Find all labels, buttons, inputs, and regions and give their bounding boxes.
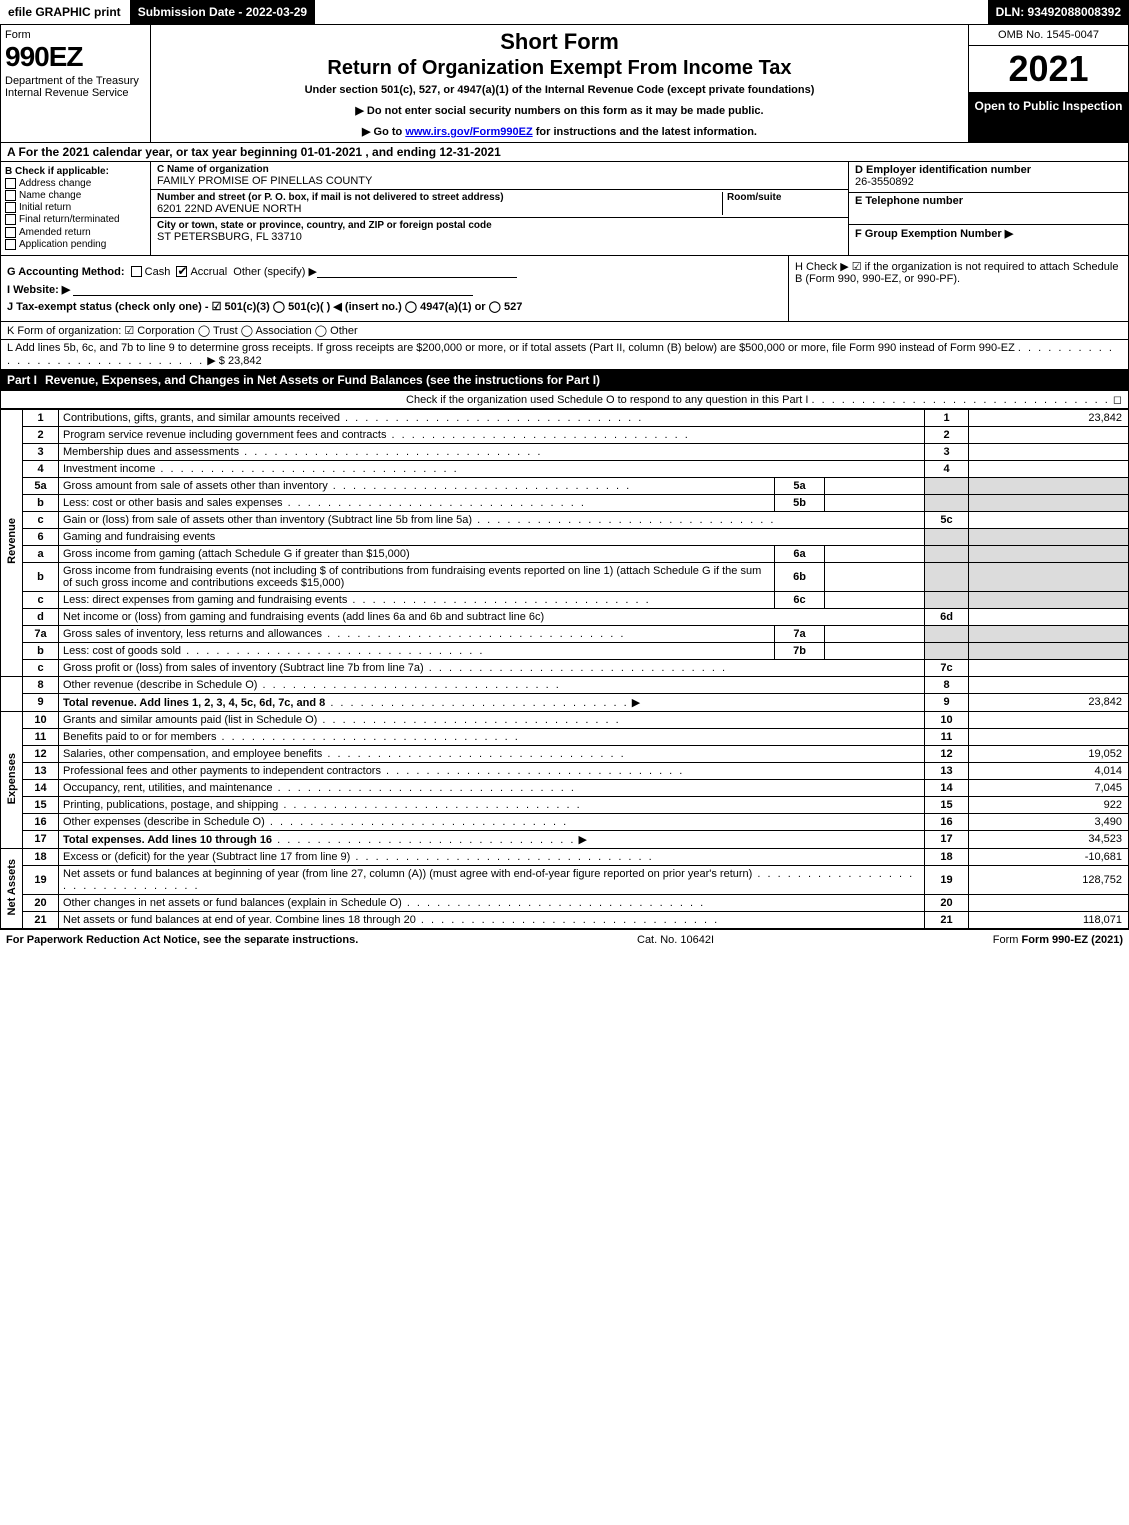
efile-label: efile GRAPHIC print — [0, 0, 130, 24]
chk-cash[interactable] — [131, 266, 142, 277]
irs-link[interactable]: www.irs.gov/Form990EZ — [405, 126, 532, 138]
form-header: Form 990EZ Department of the Treasury In… — [0, 24, 1129, 143]
ln-val: 23,842 — [969, 409, 1129, 426]
l-text: L Add lines 5b, 6c, and 7b to line 9 to … — [7, 342, 1015, 354]
omb-number: OMB No. 1545-0047 — [969, 25, 1128, 46]
part1-header: Part I Revenue, Expenses, and Changes in… — [0, 370, 1129, 391]
main-table: Revenue 1 Contributions, gifts, grants, … — [0, 409, 1129, 929]
submission-date: Submission Date - 2022-03-29 — [130, 0, 316, 24]
section-def: D Employer identification number 26-3550… — [848, 162, 1128, 255]
form-title: Return of Organization Exempt From Incom… — [157, 57, 962, 80]
chk-application-pending[interactable]: Application pending — [5, 239, 146, 250]
chk-name-change[interactable]: Name change — [5, 190, 146, 201]
org-name-row: C Name of organization FAMILY PROMISE OF… — [151, 162, 848, 190]
note-ssn: ▶ Do not enter social security numbers o… — [157, 104, 962, 117]
chk-amended-return[interactable]: Amended return — [5, 227, 146, 238]
header-left: Form 990EZ Department of the Treasury In… — [1, 25, 151, 142]
header-right: OMB No. 1545-0047 2021 Open to Public In… — [968, 25, 1128, 142]
l-value: 23,842 — [228, 355, 262, 367]
chk-address-change[interactable]: Address change — [5, 178, 146, 189]
side-netassets: Net Assets — [1, 848, 23, 928]
ln-desc: Contributions, gifts, grants, and simila… — [59, 409, 925, 426]
note-goto-pre: ▶ Go to — [362, 126, 405, 138]
chk-initial-return[interactable]: Initial return — [5, 202, 146, 213]
row-l: L Add lines 5b, 6c, and 7b to line 9 to … — [0, 340, 1129, 370]
city-label: City or town, state or province, country… — [157, 220, 842, 231]
note-goto-post: for instructions and the latest informat… — [533, 126, 757, 138]
chk-accrual[interactable] — [176, 266, 187, 277]
ghi-left: G Accounting Method: Cash Accrual Other … — [1, 256, 788, 321]
footer-right: Form Form 990-EZ (2021) — [993, 934, 1123, 946]
side-expenses: Expenses — [1, 711, 23, 848]
tel-label: E Telephone number — [855, 195, 1122, 207]
group-row: F Group Exemption Number ▶ — [849, 225, 1128, 255]
tax-year: 2021 — [969, 46, 1128, 93]
group-label: F Group Exemption Number ▶ — [855, 227, 1122, 240]
row-a-period: A For the 2021 calendar year, or tax yea… — [0, 143, 1129, 162]
short-form-label: Short Form — [157, 29, 962, 55]
row-i: I Website: ▶ — [7, 282, 782, 296]
form-subtitle: Under section 501(c), 527, or 4947(a)(1)… — [157, 84, 962, 96]
page-footer: For Paperwork Reduction Act Notice, see … — [0, 929, 1129, 950]
section-b: B Check if applicable: Address change Na… — [1, 162, 151, 255]
part1-check: Check if the organization used Schedule … — [0, 391, 1129, 409]
section-b-header: B Check if applicable: — [5, 166, 146, 177]
section-c: C Name of organization FAMILY PROMISE OF… — [151, 162, 848, 255]
org-name: FAMILY PROMISE OF PINELLAS COUNTY — [157, 175, 842, 187]
footer-left: For Paperwork Reduction Act Notice, see … — [6, 934, 358, 946]
form-word: Form — [5, 29, 146, 41]
row-k: K Form of organization: ☑ Corporation ◯ … — [0, 322, 1129, 340]
part1-title: Revenue, Expenses, and Changes in Net As… — [45, 373, 600, 387]
footer-center: Cat. No. 10642I — [637, 934, 714, 946]
ln-ref: 1 — [925, 409, 969, 426]
spacer — [316, 0, 987, 24]
form-number: 990EZ — [5, 41, 146, 73]
g-label: G Accounting Method: — [7, 266, 125, 278]
ein-value: 26-3550892 — [855, 176, 1122, 188]
tel-row: E Telephone number — [849, 193, 1128, 224]
ghi-block: G Accounting Method: Cash Accrual Other … — [0, 256, 1129, 322]
addr-value: 6201 22ND AVENUE NORTH — [157, 203, 722, 215]
note-goto: ▶ Go to www.irs.gov/Form990EZ for instru… — [157, 125, 962, 138]
j-text: J Tax-exempt status (check only one) - ☑… — [7, 301, 522, 313]
row-j: J Tax-exempt status (check only one) - ☑… — [7, 300, 782, 313]
org-city-row: City or town, state or province, country… — [151, 218, 848, 245]
part1-label: Part I — [7, 373, 45, 387]
side-revenue: Revenue — [1, 409, 23, 676]
ln-num: 1 — [23, 409, 59, 426]
header-center: Short Form Return of Organization Exempt… — [151, 25, 968, 142]
org-address-row: Number and street (or P. O. box, if mail… — [151, 190, 848, 218]
other-label: Other (specify) ▶ — [233, 266, 317, 278]
part1-checkbox[interactable]: ◻ — [1113, 394, 1122, 406]
ein-row: D Employer identification number 26-3550… — [849, 162, 1128, 193]
chk-final-return[interactable]: Final return/terminated — [5, 214, 146, 225]
top-bar: efile GRAPHIC print Submission Date - 20… — [0, 0, 1129, 24]
row-g: G Accounting Method: Cash Accrual Other … — [7, 264, 782, 278]
ein-label: D Employer identification number — [855, 164, 1122, 176]
department: Department of the Treasury Internal Reve… — [5, 75, 146, 99]
i-label: I Website: ▶ — [7, 284, 70, 296]
website-input[interactable] — [73, 282, 473, 296]
entity-block: B Check if applicable: Address change Na… — [0, 162, 1129, 256]
l-arrow: ▶ $ — [207, 355, 225, 367]
room-label: Room/suite — [727, 192, 842, 203]
row-h: H Check ▶ ☑ if the organization is not r… — [788, 256, 1128, 321]
city-value: ST PETERSBURG, FL 33710 — [157, 231, 842, 243]
org-name-label: C Name of organization — [157, 164, 842, 175]
open-public: Open to Public Inspection — [969, 93, 1128, 142]
other-input[interactable] — [317, 264, 517, 278]
addr-label: Number and street (or P. O. box, if mail… — [157, 192, 722, 203]
dln-number: DLN: 93492088008392 — [988, 0, 1129, 24]
